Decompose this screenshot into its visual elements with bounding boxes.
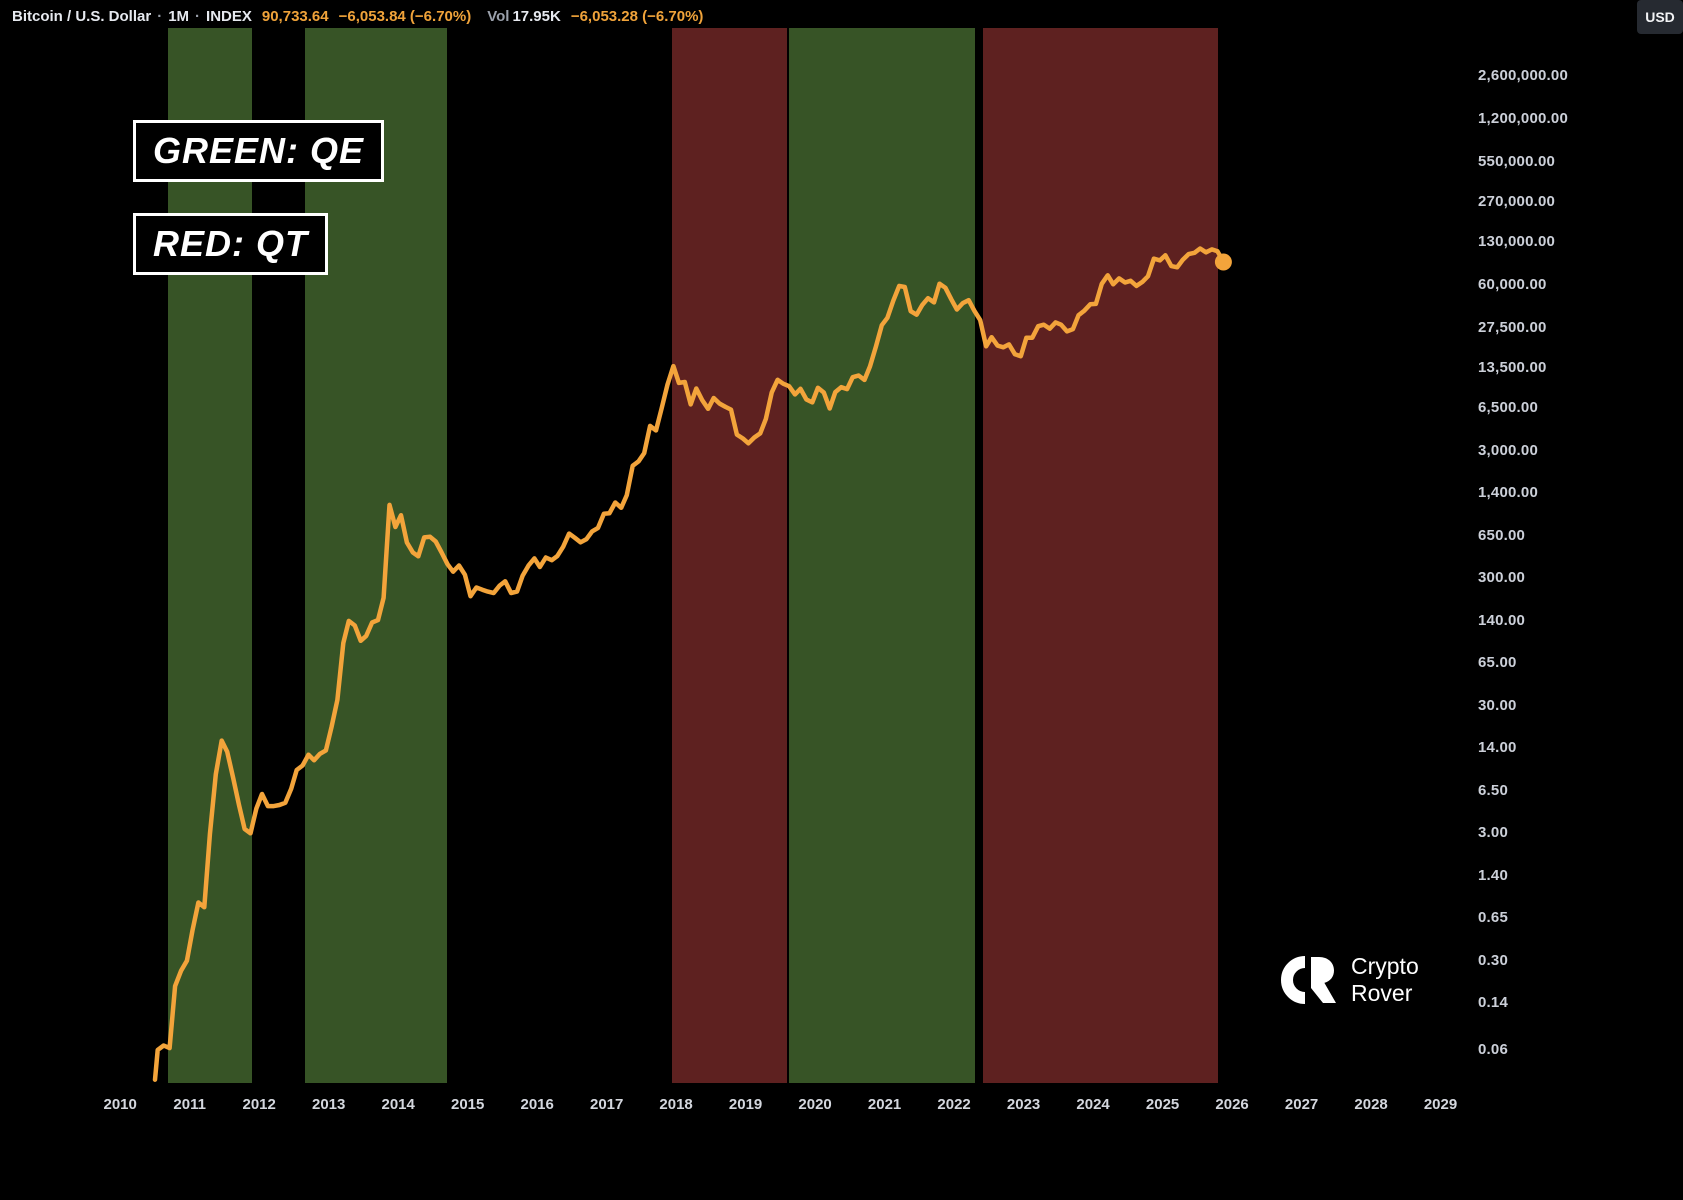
- time-tick-label: 2020: [798, 1096, 832, 1113]
- volume-label: Vol: [487, 8, 510, 25]
- last-price-dot: [1214, 253, 1232, 271]
- logo-text-line1: Crypto: [1351, 952, 1419, 979]
- time-tick-label: 2018: [659, 1096, 693, 1113]
- time-tick-label: 2011: [173, 1096, 206, 1113]
- price-tick-label: 0.30: [1478, 951, 1508, 969]
- price-tick-label: 65.00: [1478, 654, 1517, 671]
- separator-dot: ·: [157, 8, 163, 25]
- time-axis[interactable]: 2010 2011 2012 2013 2014 2015 2016 2017 2018 2019…: [0, 1083, 1683, 1200]
- qt-band: [672, 28, 788, 1083]
- price-tick-label: 3,000.00: [1478, 441, 1538, 459]
- qe-band: [305, 28, 447, 1083]
- price-tick-label: 60,000.00: [1478, 275, 1547, 293]
- qe-band: [789, 28, 975, 1083]
- time-tick-label: 2013: [312, 1096, 346, 1113]
- time-tick-label: 2027: [1284, 1096, 1319, 1113]
- volume-value: 17.95K: [512, 8, 561, 25]
- time-tick-label: 2021: [867, 1096, 902, 1113]
- crypto-rover-logo-text: Crypto Rover: [1351, 953, 1419, 1007]
- price-tick-label: 0.06: [1478, 1040, 1508, 1058]
- separator-dot: ·: [195, 8, 201, 25]
- price-tick-label: 14.00: [1478, 739, 1517, 756]
- price-tick-label: 1,400.00: [1478, 484, 1538, 501]
- time-tick-label: 2017: [590, 1096, 624, 1113]
- price-tick-label: 550,000.00: [1478, 153, 1556, 171]
- price-tick-label: 270,000.00: [1478, 192, 1556, 210]
- price-tick-label: 6.50: [1478, 781, 1508, 799]
- price-tick-label: 300.00: [1478, 569, 1526, 587]
- time-tick-label: 2026: [1215, 1096, 1249, 1113]
- chart-plot-area[interactable]: Bitcoin / U.S. Dollar · 1M · INDEX 90,73…: [0, 0, 1460, 1083]
- btc-price-line: [152, 246, 1226, 1082]
- price-tick-label: 140.00: [1478, 611, 1526, 629]
- price-line-chart: [152, 246, 1232, 1082]
- crypto-rover-watermark: Crypto Rover: [1272, 952, 1419, 1008]
- price-tick-label: 13,500.00: [1478, 358, 1547, 376]
- qe-annotation-label: GREEN: QE: [133, 120, 385, 182]
- time-tick-label: 2022: [937, 1096, 971, 1113]
- crypto-rover-logo-icon: [1281, 956, 1336, 1004]
- time-tick-label: 2010: [103, 1096, 137, 1113]
- price-tick-label: 130,000.00: [1478, 233, 1556, 251]
- interval-label[interactable]: 1M: [168, 8, 190, 25]
- symbol-name[interactable]: Bitcoin / U.S. Dollar: [12, 8, 152, 25]
- price-tick-label: 3.00: [1478, 824, 1508, 842]
- qe-band: [168, 28, 253, 1083]
- time-tick-label: 2014: [381, 1096, 415, 1113]
- price-tick-label: 30.00: [1478, 696, 1517, 714]
- symbol-header: Bitcoin / U.S. Dollar · 1M · INDEX 90,73…: [12, 8, 703, 25]
- volume-change-value: −6,053.28 (−6.70%): [570, 8, 704, 25]
- price-tick-label: 0.65: [1478, 909, 1508, 926]
- price-tick-label: 0.14: [1478, 994, 1508, 1011]
- exchange-label: INDEX: [206, 8, 252, 25]
- price-tick-label: 2,600,000.00: [1478, 67, 1568, 85]
- time-tick-label: 2029: [1423, 1096, 1458, 1113]
- logo-text-line2: Rover: [1351, 980, 1413, 1006]
- time-tick-label: 2015: [451, 1096, 485, 1113]
- last-price-value: 90,733.64: [261, 8, 329, 25]
- time-tick-label: 2023: [1006, 1096, 1041, 1113]
- time-tick-label: 2024: [1076, 1096, 1110, 1113]
- price-axis[interactable]: USD 2,600,000.00 1,200,000.00 550,000.00 27…: [1460, 0, 1683, 1083]
- qt-annotation-label: RED: QT: [133, 213, 328, 275]
- time-tick-label: 2025: [1145, 1096, 1180, 1113]
- time-tick-label: 2019: [728, 1096, 763, 1113]
- time-tick-label: 2028: [1354, 1096, 1388, 1113]
- price-tick-label: 27,500.00: [1478, 319, 1547, 337]
- price-tick-label: 1,200,000.00: [1478, 110, 1568, 127]
- price-change-value: −6,053.84 (−6.70%): [338, 8, 472, 25]
- price-tick-label: 650.00: [1478, 526, 1526, 544]
- price-tick-label: 1.40: [1478, 866, 1508, 884]
- qt-band: [983, 28, 1219, 1083]
- time-tick-label: 2016: [520, 1096, 554, 1113]
- time-tick-label: 2012: [242, 1096, 276, 1113]
- price-tick-label: 6,500.00: [1478, 399, 1538, 416]
- currency-toggle-button[interactable]: USD: [1637, 0, 1683, 34]
